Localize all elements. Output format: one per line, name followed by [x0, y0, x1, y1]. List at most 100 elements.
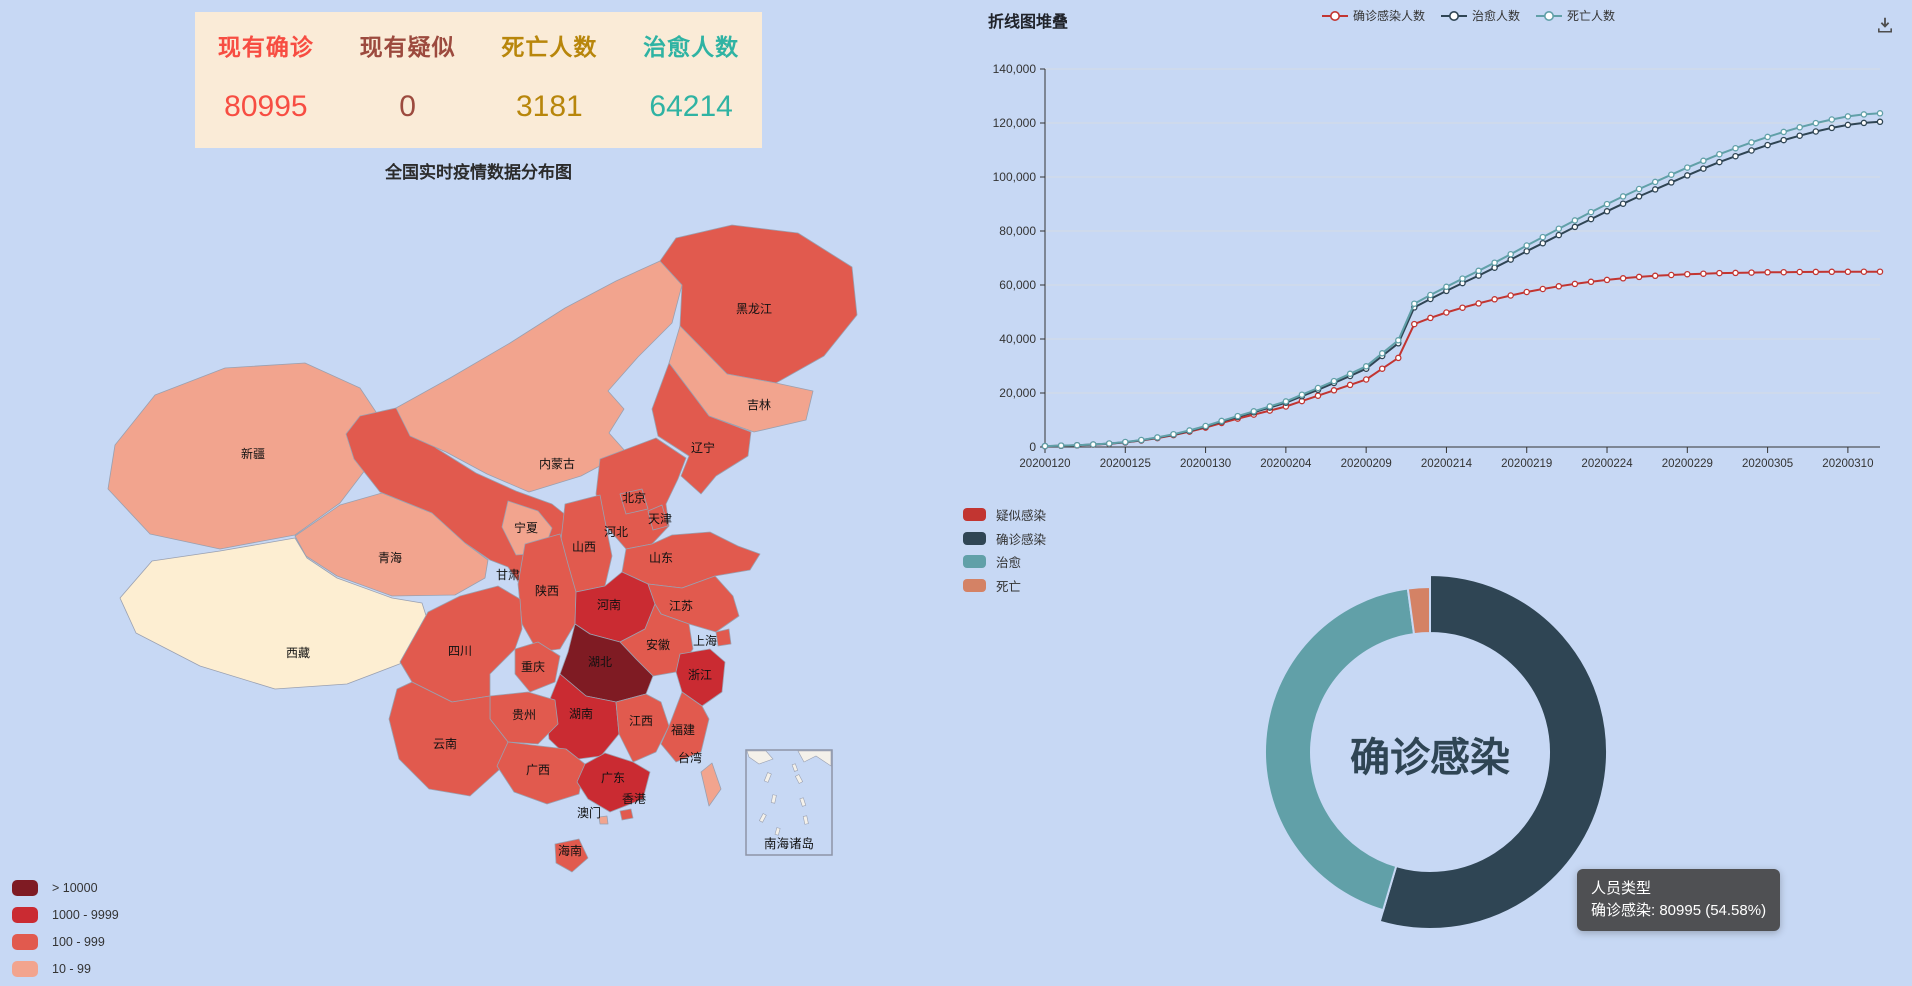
province-label-zhejiang: 浙江	[688, 668, 712, 682]
donut-legend-label: 治愈	[996, 556, 1022, 571]
province-guangxi[interactable]	[496, 741, 586, 805]
map-legend-label: 10 - 99	[52, 961, 91, 976]
province-label-chongqing: 重庆	[521, 660, 545, 674]
province-label-shanxi: 山西	[572, 540, 596, 554]
stat-deaths: 死亡人数 3181	[479, 28, 621, 148]
province-taiwan[interactable]	[700, 762, 722, 807]
province-label-tianjin: 天津	[648, 512, 672, 526]
province-label-hunan: 湖南	[569, 706, 593, 721]
donut-slice-死亡[interactable]	[1406, 585, 1431, 636]
y-axis-tick-label: 80,000	[999, 224, 1036, 238]
province-label-xinjiang: 新疆	[241, 446, 265, 461]
donut-slice-确诊感染[interactable]	[1378, 573, 1609, 930]
province-zhejiang[interactable]	[675, 648, 726, 707]
province-chongqing[interactable]	[514, 641, 561, 693]
province-label-henan: 河南	[597, 597, 621, 612]
donut-legend-item[interactable]: 治愈	[963, 550, 1046, 574]
x-axis-tick-label: 20200209	[1341, 458, 1392, 470]
line-chart-legend: 确诊感染人数 治愈人数 死亡人数	[1322, 7, 1615, 24]
stat-cured: 治愈人数 64214	[620, 28, 762, 148]
map-legend-item[interactable]: 10 - 99	[12, 955, 119, 982]
province-qinghai[interactable]	[294, 492, 489, 597]
province-sichuan[interactable]	[399, 585, 523, 703]
y-axis-tick-label: 40,000	[999, 332, 1036, 346]
x-axis-tick-label: 20200219	[1501, 458, 1552, 470]
province-label-fujian: 福建	[671, 722, 695, 737]
line-legend-item[interactable]: 治愈人数	[1441, 7, 1520, 24]
map-legend-item[interactable]: 100 - 999	[12, 928, 119, 955]
x-axis-tick-label: 20200125	[1100, 458, 1151, 470]
map-title: 全国实时疫情数据分布图	[385, 163, 572, 182]
x-axis-tick-label: 20200120	[1019, 458, 1070, 470]
province-macau[interactable]	[598, 815, 609, 825]
line-legend-label: 治愈人数	[1472, 9, 1521, 23]
province-label-xizang: 西藏	[286, 646, 310, 660]
stat-suspected-value: 0	[399, 90, 416, 123]
x-axis-tick-label: 20200229	[1662, 458, 1713, 470]
province-fujian[interactable]	[660, 691, 710, 763]
tooltip-title: 人员类型	[1591, 880, 1652, 897]
donut-legend-label: 死亡	[996, 579, 1022, 594]
stats-panel: 现有确诊 80995 现有疑似 0 死亡人数 3181 治愈人数 64214	[195, 12, 762, 148]
donut-slice-治愈[interactable]	[1263, 587, 1416, 912]
y-axis-tick-label: 120,000	[993, 116, 1037, 130]
donut-tooltip: 人员类型 确诊感染: 80995 (54.58%)	[1577, 869, 1781, 931]
line-legend-item[interactable]: 死亡人数	[1536, 7, 1615, 24]
y-axis-tick-label: 0	[1029, 440, 1036, 454]
line-legend-marker	[1441, 10, 1468, 21]
province-guangdong[interactable]	[576, 752, 651, 813]
line-series-0[interactable]	[1044, 270, 1880, 448]
y-axis-tick-label: 60,000	[999, 278, 1036, 292]
province-label-shanghai: 上海	[693, 633, 717, 648]
stat-deaths-value: 3181	[516, 90, 583, 123]
line-legend-label: 确诊感染人数	[1353, 9, 1426, 23]
download-icon[interactable]	[1876, 16, 1894, 34]
donut-legend-swatch	[963, 508, 986, 522]
province-liaoning[interactable]	[651, 362, 752, 495]
province-label-shandong: 山东	[649, 551, 673, 565]
donut-legend-item[interactable]: 死亡	[963, 574, 1046, 598]
map-legend-swatch	[12, 960, 38, 977]
province-beijing[interactable]	[619, 488, 649, 515]
province-anhui[interactable]	[619, 603, 694, 677]
map-legend-swatch	[12, 933, 38, 950]
map-legend-swatch	[12, 906, 38, 923]
province-shanghai[interactable]	[715, 628, 732, 647]
province-label-ningxia: 宁夏	[514, 520, 538, 535]
donut-chart[interactable]	[1230, 552, 1630, 952]
x-axis-tick-label: 20200214	[1421, 458, 1473, 470]
map-legend-item[interactable]: 0 - 9	[12, 982, 119, 986]
stat-deaths-label: 死亡人数	[501, 34, 598, 60]
line-chart[interactable]: 0 20,000 40,000 60,000 80,000 100,000 120,000 1…	[990, 50, 1902, 495]
province-heilongjiang[interactable]	[659, 224, 858, 384]
map-legend-label: 1000 - 9999	[52, 907, 119, 922]
province-xizang[interactable]	[119, 537, 431, 690]
province-hongkong[interactable]	[619, 808, 634, 821]
province-label-gansu: 甘肃	[496, 568, 520, 582]
stat-confirmed-label: 现有确诊	[217, 34, 314, 60]
province-label-jiangsu: 江苏	[669, 599, 693, 613]
province-label-macau: 澳门	[577, 805, 601, 820]
province-neimenggu[interactable]	[395, 260, 683, 493]
province-tianjin[interactable]	[647, 504, 669, 531]
province-hainan[interactable]	[554, 838, 589, 873]
province-yunnan[interactable]	[388, 681, 509, 797]
svg-text:南海诸岛: 南海诸岛	[764, 836, 814, 851]
donut-legend-item[interactable]: 确诊感染	[963, 527, 1046, 551]
province-label-guizhou: 贵州	[512, 708, 536, 722]
nanhai-inset: 南海诸岛	[745, 749, 833, 856]
province-label-heilongjiang: 黑龙江	[736, 302, 772, 316]
province-jiangxi[interactable]	[615, 693, 670, 763]
tooltip-value: 确诊感染: 80995 (54.58%)	[1591, 902, 1767, 919]
line-legend-item[interactable]: 确诊感染人数	[1322, 7, 1425, 24]
province-label-guangxi: 广西	[526, 763, 550, 777]
province-label-hebei: 河北	[604, 525, 628, 539]
map-legend-item[interactable]: > 10000	[12, 874, 119, 901]
line-legend-marker	[1536, 10, 1563, 21]
map-legend-label: 100 - 999	[52, 934, 105, 949]
donut-legend: 疑似感染 确诊感染治愈死亡	[963, 503, 1046, 597]
map-legend-item[interactable]: 1000 - 9999	[12, 901, 119, 928]
donut-legend-item[interactable]: 疑似感染	[963, 503, 1046, 527]
